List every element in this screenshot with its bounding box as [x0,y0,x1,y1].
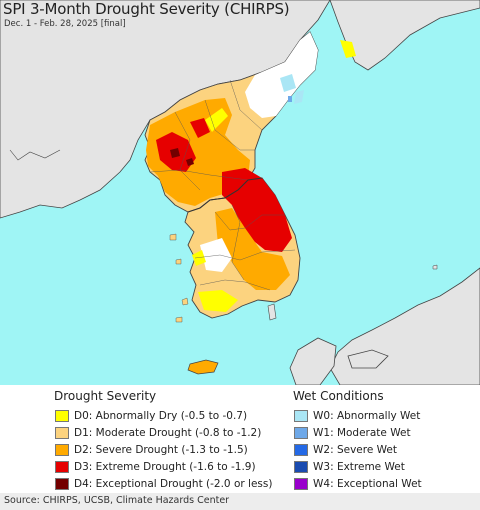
legend-item-w0: W0: Abnormally Wet [294,407,422,424]
nk-wet-patch-1 [280,74,296,92]
wet-legend-list: W0: Abnormally Wet W1: Moderate Wet W2: … [294,407,422,492]
legend-swatch-w2 [294,443,308,456]
legend-item-w1: W1: Moderate Wet [294,424,422,441]
legend-item-d2: D2: Severe Drought (-1.3 to -1.5) [55,441,272,458]
legend-label-d3: D3: Extreme Drought (-1.6 to -1.9) [74,460,256,473]
legend-item-d1: D1: Moderate Drought (-0.8 to -1.2) [55,424,272,441]
japan-tsushima [267,303,277,321]
legend-swatch-d1 [55,426,69,439]
legend-label-w0: W0: Abnormally Wet [313,409,421,422]
legend-label-d1: D1: Moderate Drought (-0.8 to -1.2) [74,426,262,439]
legend-label-d2: D2: Severe Drought (-1.3 to -1.5) [74,443,248,456]
legend-panel: Drought Severity Wet Conditions D0: Abno… [0,385,480,493]
sk-severe-drought [215,208,290,290]
legend-item-w2: W2: Severe Wet [294,441,422,458]
legend-label-w1: W1: Moderate Wet [313,426,411,439]
legend-swatch-d0 [55,409,69,422]
drought-legend-list: D0: Abnormally Dry (-0.5 to -0.7) D1: Mo… [55,407,272,492]
nk-wet-patch-3 [288,96,292,102]
drought-legend-title: Drought Severity [54,389,157,403]
legend-swatch-d2 [55,443,69,456]
nk-extreme-drought-mid [190,118,210,138]
legend-item-d4: D4: Exceptional Drought (-2.0 or less) [55,475,272,492]
west-islands [169,233,189,323]
province-boundaries [149,79,296,291]
drought-map [0,0,480,385]
legend-label-w3: W3: Extreme Wet [313,460,405,473]
legend-item-w3: W3: Extreme Wet [294,458,422,475]
legend-swatch-w1 [294,426,308,439]
legend-swatch-d3 [55,460,69,473]
legend-item-d3: D3: Extreme Drought (-1.6 to -1.9) [55,458,272,475]
nk-northeast-normal [245,32,318,118]
nk-dry-tip [340,40,356,58]
wet-legend-title: Wet Conditions [293,389,384,403]
japan-shikoku [347,349,389,369]
japan-kyushu [289,337,337,385]
nk-abnormally-dry [205,108,228,132]
legend-label-w2: W2: Severe Wet [313,443,397,456]
map-subtitle: Dec. 1 - Feb. 28, 2025 [final] [4,19,126,29]
sk-abnormally-dry-west [192,250,206,266]
legend-label-d0: D0: Abnormally Dry (-0.5 to -0.7) [74,409,248,422]
legend-swatch-d4 [55,477,69,490]
legend-swatch-w0 [294,409,308,422]
legend-label-d4: D4: Exceptional Drought (-2.0 or less) [74,477,273,490]
china-coast-detail [9,149,61,161]
map-title: SPI 3-Month Drought Severity (CHIRPS) [3,0,290,18]
jeju-island [187,359,219,375]
legend-item-d0: D0: Abnormally Dry (-0.5 to -0.7) [55,407,272,424]
source-text: Source: CHIRPS, UCSB, Climate Hazards Ce… [4,495,230,506]
nk-exceptional-drought-2 [186,158,194,166]
sk-abnormally-dry-south [198,290,238,312]
nk-wet-patch-2 [294,90,304,104]
legend-swatch-w3 [294,460,308,473]
sk-normal-area [200,238,232,272]
source-footer: Source: CHIRPS, UCSB, Climate Hazards Ce… [0,493,480,510]
legend-swatch-w4 [294,477,308,490]
russia-landmass [329,0,480,71]
legend-label-w4: W4: Exceptional Wet [313,477,422,490]
legend-item-w4: W4: Exceptional Wet [294,475,422,492]
ulleung-island [432,264,438,270]
dmz-border [187,177,263,213]
nk-exceptional-drought [170,148,180,158]
